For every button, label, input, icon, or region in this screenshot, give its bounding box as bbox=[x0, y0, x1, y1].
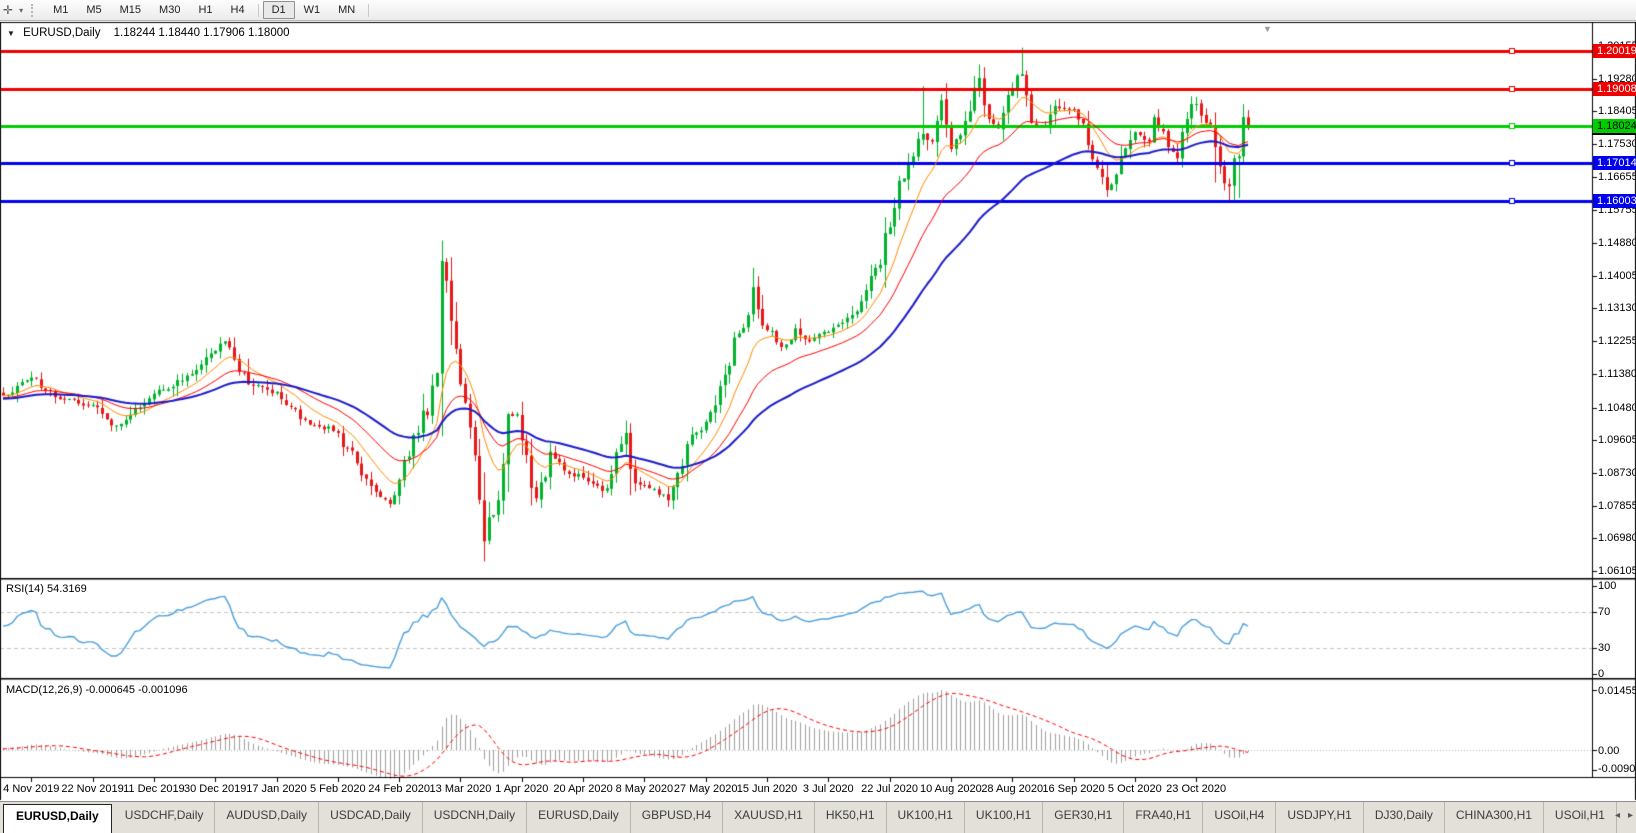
chart-tabs-bar: EURUSD,Daily USDCHF,Daily AUDUSD,Daily USDC… bbox=[0, 801, 1636, 833]
chart-tab-china300-h1[interactable]: CHINA300,H1 bbox=[1445, 802, 1544, 833]
chart-tab-usdchf-daily[interactable]: USDCHF,Daily bbox=[114, 802, 216, 833]
timeframe-button-d1[interactable]: D1 bbox=[262, 1, 295, 19]
chart-tab-usdcad-daily[interactable]: USDCAD,Daily bbox=[319, 802, 423, 833]
timeframe-button-h4[interactable]: H4 bbox=[230, 4, 245, 16]
timeframe-button-h1[interactable]: H1 bbox=[198, 4, 213, 16]
toolbar-grip[interactable] bbox=[31, 3, 37, 17]
toolbar-separator bbox=[368, 3, 370, 17]
timeframe-button-m15[interactable]: M15 bbox=[119, 4, 142, 16]
chart-tab-fra40-h1[interactable]: FRA40,H1 bbox=[1124, 802, 1204, 833]
toolbar-separator bbox=[257, 3, 259, 17]
chart-tab-gbpusd-h4[interactable]: GBPUSD,H4 bbox=[631, 802, 724, 833]
timeframe-button-m1[interactable]: M1 bbox=[53, 4, 69, 16]
crosshair-icon: ✛ bbox=[3, 3, 14, 17]
cursor-tool-dropdown[interactable]: ▾ bbox=[16, 1, 26, 19]
timeframe-toolbar: M1 M5 M15 M30 H1 H4 D1 W1 MN bbox=[44, 0, 373, 20]
tab-scroll-left-button[interactable]: ◂ bbox=[1614, 810, 1620, 821]
chart-tab-uk100-h1[interactable]: UK100,H1 bbox=[965, 802, 1044, 833]
crosshair-tool-button[interactable]: ✛ bbox=[0, 1, 16, 19]
chart-tab-eurusd-daily[interactable]: EURUSD,Daily bbox=[3, 804, 112, 833]
chart-tab-eurusd-daily[interactable]: EURUSD,Daily bbox=[527, 802, 631, 833]
chart-tab-usoil-h4[interactable]: USOil,H4 bbox=[1203, 802, 1277, 833]
chart-tab-uk100-h1[interactable]: UK100,H1 bbox=[887, 802, 965, 833]
chart-tab-usoil-h1[interactable]: USOil,H1 bbox=[1544, 802, 1617, 833]
chart-tab-usdjpy-h1[interactable]: USDJPY,H1 bbox=[1276, 802, 1364, 833]
chart-tab-hk50-h1[interactable]: HK50,H1 bbox=[815, 802, 887, 833]
tab-scroll-right-button[interactable]: ▸ bbox=[1627, 810, 1633, 821]
chart-tabs: EURUSD,Daily USDCHF,Daily AUDUSD,Daily USDC… bbox=[0, 802, 1617, 833]
tab-scroll-arrows: ◂ ▸ bbox=[1615, 810, 1633, 822]
chart-tab-xauusd-h1[interactable]: XAUUSD,H1 bbox=[723, 802, 815, 833]
timeframe-button-m30[interactable]: M30 bbox=[159, 4, 181, 16]
chart-tab-usdcnh-daily[interactable]: USDCNH,Daily bbox=[423, 802, 528, 833]
timeframe-button-w1[interactable]: W1 bbox=[303, 4, 321, 16]
timeframe-button-m5[interactable]: M5 bbox=[86, 4, 102, 16]
chart-tab-ger30-h1[interactable]: GER30,H1 bbox=[1043, 802, 1125, 833]
chart-tab-audusd-daily[interactable]: AUDUSD,Daily bbox=[215, 802, 320, 833]
chevron-down-icon: ▾ bbox=[19, 5, 24, 15]
top-toolbar: ✛ ▾ M1 M5 M15 M30 H1 H4 D1 W1 MN bbox=[0, 0, 1636, 21]
chart-tab-dj30-daily[interactable]: DJ30,Daily bbox=[1364, 802, 1445, 833]
timeframe-button-mn[interactable]: MN bbox=[338, 4, 356, 16]
